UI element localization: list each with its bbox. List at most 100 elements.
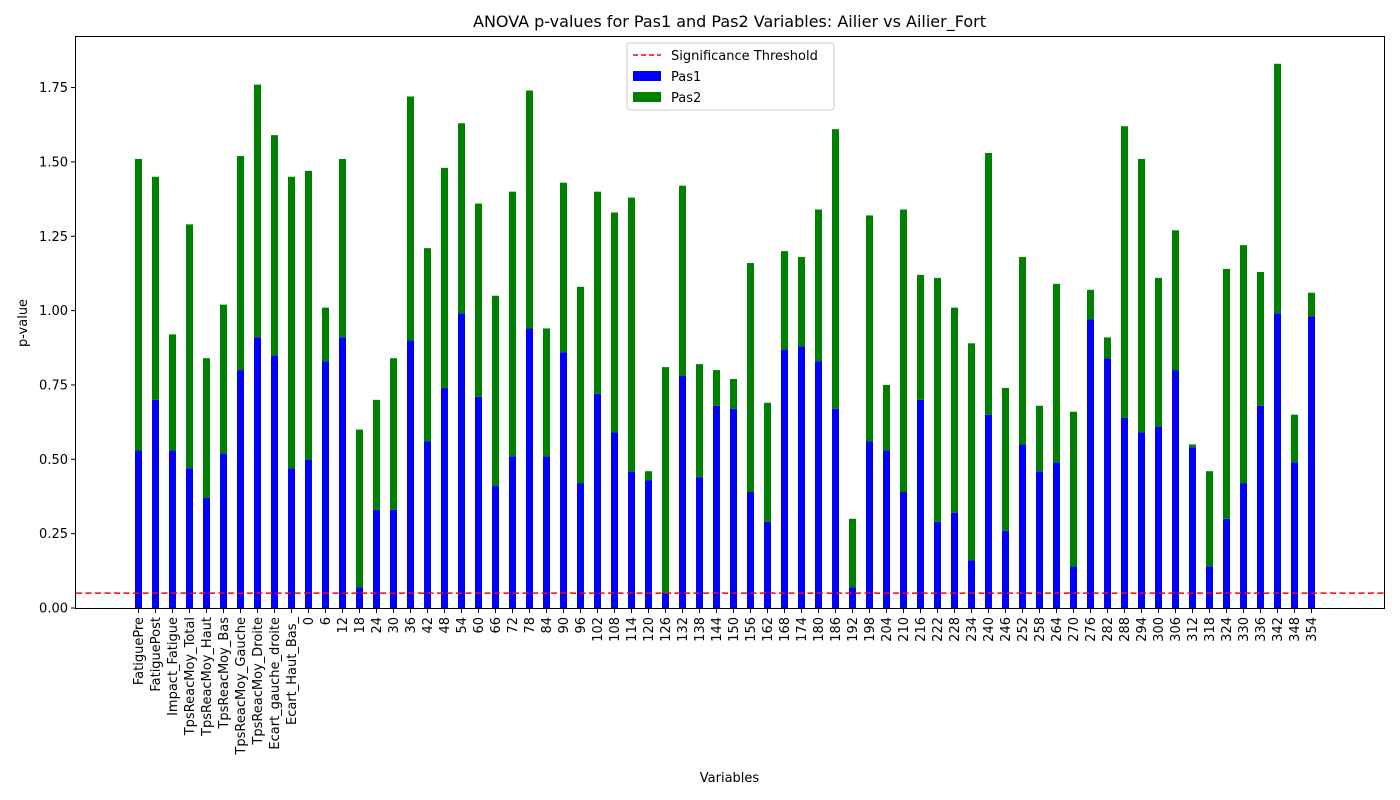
x-tick-label: 342 bbox=[1271, 617, 1286, 642]
x-tick-label: 294 bbox=[1135, 617, 1150, 642]
bar-pas1 bbox=[662, 593, 669, 608]
bar-pas2 bbox=[934, 277, 941, 522]
x-tick-label: 354 bbox=[1305, 617, 1320, 642]
x-tick-label: 72 bbox=[506, 617, 521, 634]
bar-pas1 bbox=[1274, 313, 1281, 608]
x-tick-label: 84 bbox=[540, 617, 555, 634]
bar-pas1 bbox=[781, 349, 788, 608]
bar-pas1 bbox=[1138, 432, 1145, 608]
bar-pas1 bbox=[458, 313, 465, 608]
bar-pas1 bbox=[968, 560, 975, 608]
x-tick-label: 168 bbox=[778, 617, 793, 642]
bar-pas2 bbox=[1019, 257, 1026, 445]
bar-pas1 bbox=[339, 337, 346, 608]
bar-pas2 bbox=[764, 402, 771, 522]
y-tick-label: 0.00 bbox=[39, 602, 68, 617]
x-tick-label: 96 bbox=[574, 617, 589, 634]
bar-pas2 bbox=[1308, 292, 1315, 317]
legend-pas2-swatch bbox=[633, 92, 661, 102]
bar-pas1 bbox=[1223, 518, 1230, 608]
bar-pas2 bbox=[577, 286, 584, 484]
bar-pas1 bbox=[526, 328, 533, 608]
bar-pas1 bbox=[594, 393, 601, 608]
bar-pas2 bbox=[390, 358, 397, 510]
bar-pas2 bbox=[1155, 277, 1162, 427]
bar-pas1 bbox=[645, 480, 652, 608]
x-tick-label: 156 bbox=[744, 617, 759, 642]
bar-pas2 bbox=[611, 212, 618, 433]
bar-pas1 bbox=[203, 497, 210, 608]
bar-pas1 bbox=[1121, 417, 1128, 608]
bar-pas1 bbox=[611, 432, 618, 608]
bar-pas1 bbox=[849, 587, 856, 608]
x-tick-label: 60 bbox=[472, 617, 487, 634]
bar-pas2 bbox=[1189, 444, 1196, 448]
bar-pas1 bbox=[220, 453, 227, 608]
bar-pas1 bbox=[1172, 370, 1179, 608]
bar-pas1 bbox=[560, 352, 567, 608]
x-tick-label: FatiguePre bbox=[132, 617, 147, 685]
bar-pas2 bbox=[696, 364, 703, 478]
bar-pas2 bbox=[526, 90, 533, 329]
legend-pas2-label: Pas2 bbox=[671, 91, 701, 106]
bar-pas2 bbox=[339, 158, 346, 338]
bar-pas1 bbox=[254, 337, 261, 608]
chart-title: ANOVA p-values for Pas1 and Pas2 Variabl… bbox=[473, 12, 986, 32]
bar-pas1 bbox=[1087, 319, 1094, 608]
bar-pas2 bbox=[883, 384, 890, 451]
bar-pas1 bbox=[1206, 566, 1213, 608]
bar-pas1 bbox=[169, 450, 176, 608]
bar-pas2 bbox=[866, 215, 873, 442]
bar-pas1 bbox=[679, 376, 686, 608]
bar-pas1 bbox=[730, 408, 737, 608]
bar-pas2 bbox=[815, 209, 822, 362]
x-tick-label: 42 bbox=[421, 617, 436, 634]
bar-pas1 bbox=[1291, 462, 1298, 608]
legend-threshold-label: Significance Threshold bbox=[671, 49, 818, 64]
x-tick-label: 0 bbox=[302, 617, 317, 625]
bar-pas1 bbox=[883, 450, 890, 608]
bar-pas2 bbox=[271, 135, 278, 356]
bar-pas1 bbox=[475, 396, 482, 608]
bar-pas1 bbox=[832, 408, 839, 608]
legend: Significance Threshold Pas1 Pas2 bbox=[626, 42, 835, 111]
bar-pas2 bbox=[1274, 63, 1281, 314]
x-tick-label: 252 bbox=[1016, 617, 1031, 642]
x-tick-label: 270 bbox=[1067, 617, 1082, 642]
y-tick-label: 0.75 bbox=[39, 378, 68, 393]
bar-pas1 bbox=[1036, 471, 1043, 608]
bar-pas1 bbox=[509, 456, 516, 608]
x-tick-label: 12 bbox=[336, 617, 351, 634]
x-tick-label: 222 bbox=[931, 617, 946, 642]
x-tick-label: 258 bbox=[1033, 617, 1048, 642]
bar-pas2 bbox=[509, 191, 516, 457]
x-tick-label: 264 bbox=[1050, 617, 1065, 642]
x-tick-label: 48 bbox=[438, 617, 453, 634]
bar-pas2 bbox=[747, 263, 754, 493]
x-tick-label: 66 bbox=[489, 617, 504, 634]
bar-pas2 bbox=[1036, 405, 1043, 472]
y-tick-label: 1.50 bbox=[39, 155, 68, 170]
bar-pas2 bbox=[220, 304, 227, 454]
bar-pas2 bbox=[832, 129, 839, 409]
bar-pas1 bbox=[747, 492, 754, 608]
x-tick-label: 174 bbox=[795, 617, 810, 642]
y-tick-label: 1.25 bbox=[39, 230, 68, 245]
y-axis-label: p-value bbox=[16, 299, 31, 347]
bar-pas2 bbox=[849, 518, 856, 588]
x-tick-label: 198 bbox=[863, 617, 878, 642]
x-tick-label: Ecart_gauche_droite bbox=[268, 617, 283, 750]
bar-pas1 bbox=[815, 361, 822, 608]
x-tick-label: 30 bbox=[387, 617, 402, 634]
x-tick-label: TpsReacMoy_Total bbox=[183, 617, 198, 736]
bar-pas2 bbox=[645, 471, 652, 481]
bar-pas1 bbox=[934, 521, 941, 608]
bar-pas2 bbox=[628, 197, 635, 472]
bar-pas1 bbox=[424, 441, 431, 608]
x-tick-label: Ecart_Haut_Bas_ bbox=[285, 617, 300, 726]
x-tick-label: FatiguePost bbox=[149, 617, 164, 692]
bar-pas2 bbox=[679, 185, 686, 377]
x-tick-label: 132 bbox=[676, 617, 691, 642]
bar-pas2 bbox=[968, 343, 975, 561]
